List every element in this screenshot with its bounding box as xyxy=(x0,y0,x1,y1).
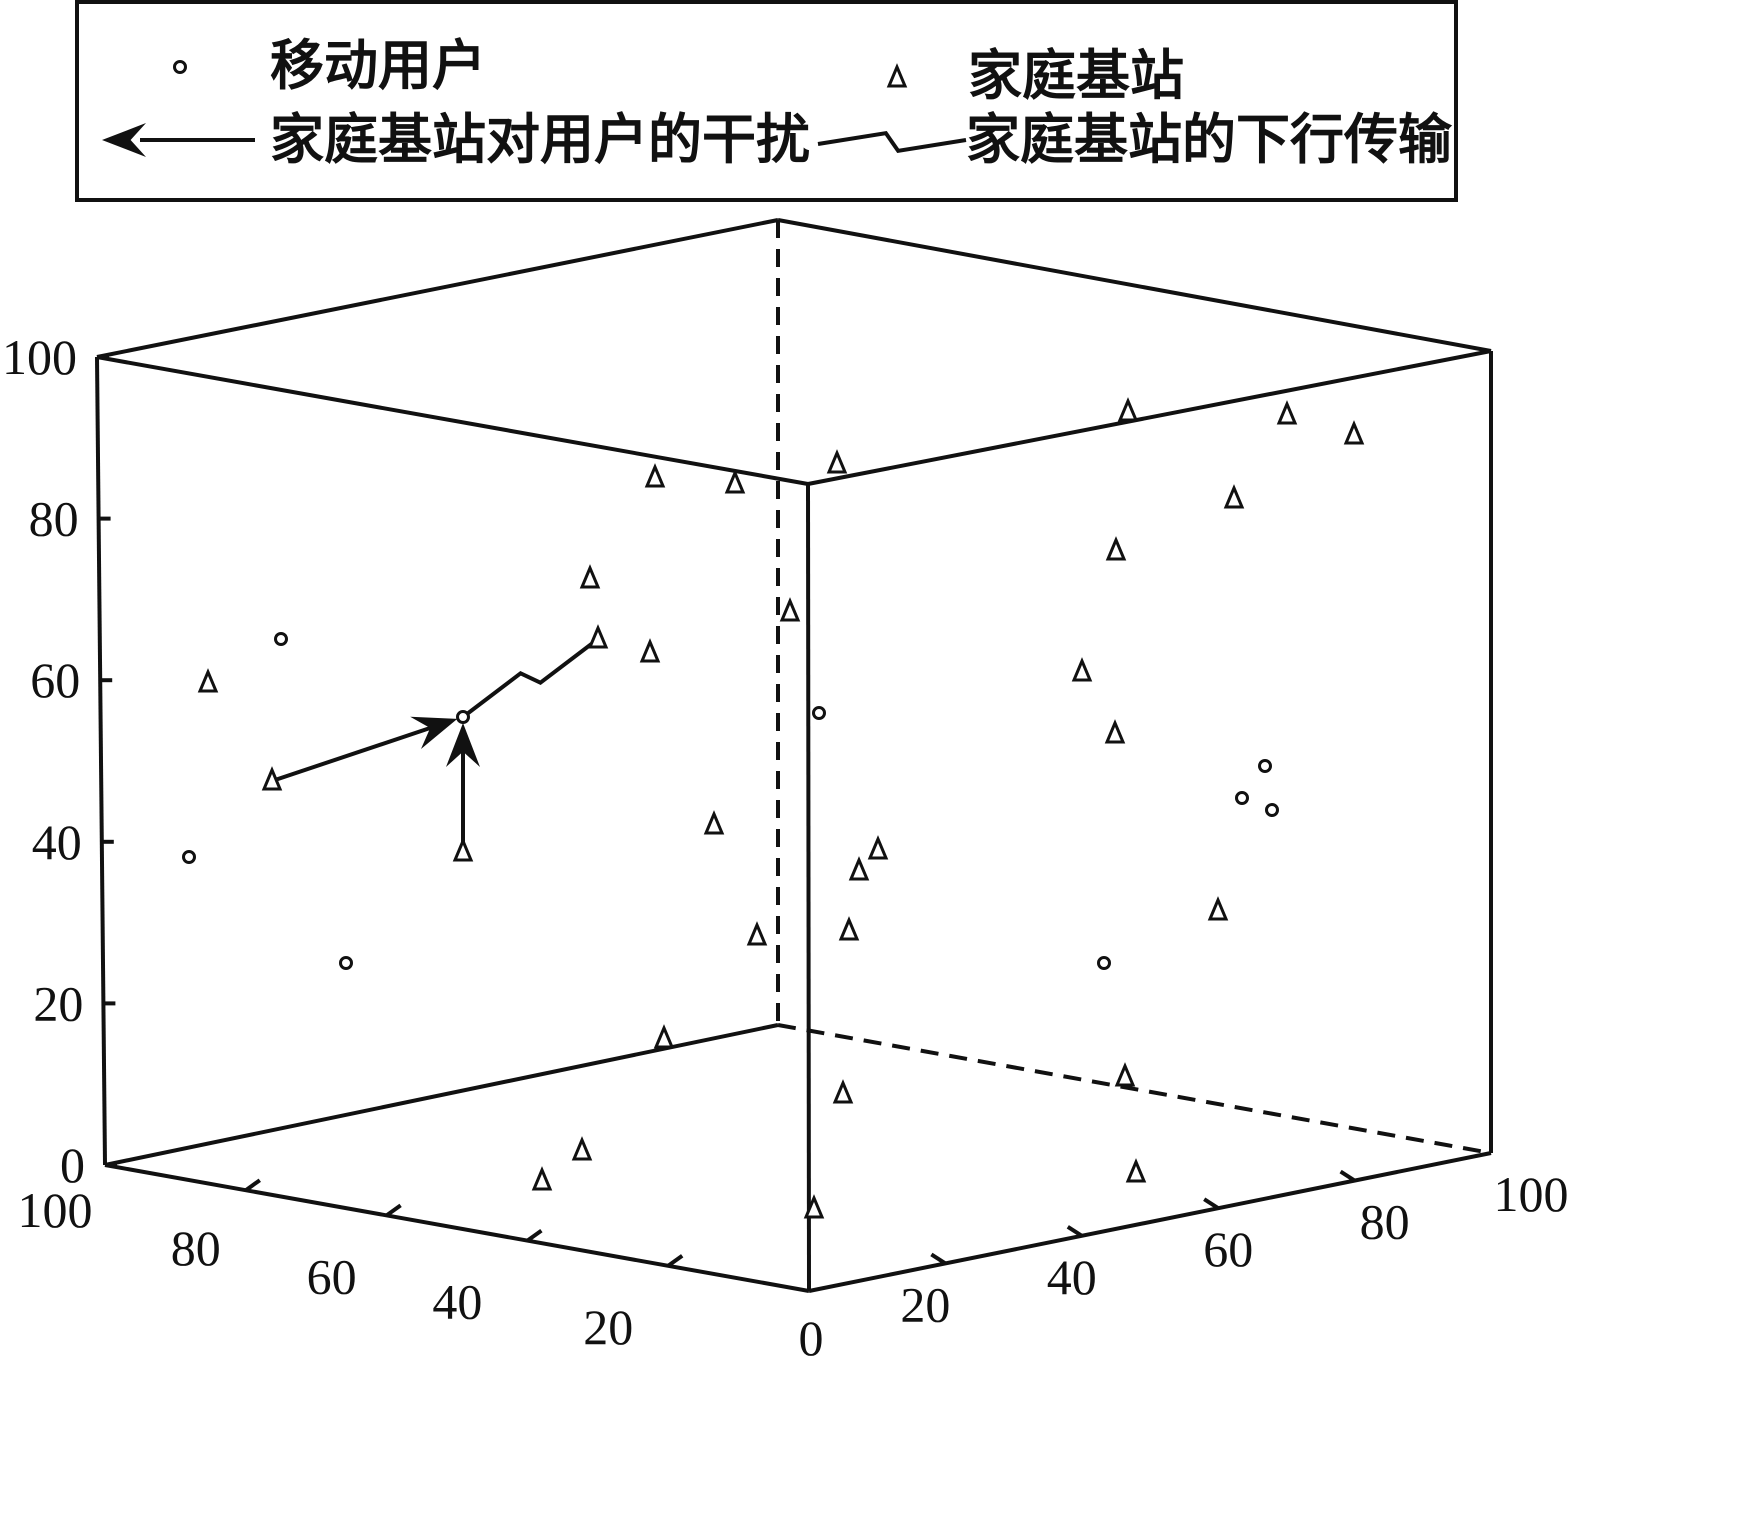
femto-base-station-point xyxy=(1071,657,1093,682)
right-axis-tick-label: 100 xyxy=(1494,1166,1569,1222)
z-tick-label: 60 xyxy=(30,652,80,708)
femto-base-station-point xyxy=(571,1136,593,1161)
cube-edge-bottom-front-right xyxy=(808,1151,1492,1293)
femto-base-station-point xyxy=(779,597,801,622)
femto-base-station-point xyxy=(867,835,889,860)
femto-base-station-point xyxy=(1105,536,1127,561)
interference-arrow-head xyxy=(446,723,480,767)
left-axis-tick-mark xyxy=(526,1228,543,1243)
mobile-user-point xyxy=(1258,759,1272,773)
z-tick-label: 0 xyxy=(60,1137,85,1193)
femto-base-station-point xyxy=(639,638,661,663)
femto-base-station-point xyxy=(1117,397,1139,422)
femto-base-station-point xyxy=(452,837,474,862)
cube-edge-hidden-bottom-right xyxy=(777,1023,1492,1155)
mobile-user-point xyxy=(1097,956,1111,970)
left-axis-tick-mark xyxy=(385,1203,402,1218)
left-axis-tick-label: 20 xyxy=(583,1299,633,1355)
legend-downlink-bolt xyxy=(817,130,967,154)
mobile-user-point xyxy=(182,850,196,864)
femto-base-station-point xyxy=(803,1194,825,1219)
legend-station-marker xyxy=(886,63,908,88)
mobile-user-point xyxy=(1265,803,1279,817)
femto-base-station-point xyxy=(832,1079,854,1104)
femto-base-station-point xyxy=(1223,484,1245,509)
mobile-user-point xyxy=(812,706,826,720)
femto-base-station-point xyxy=(703,810,725,835)
right-axis-tick-mark xyxy=(930,1252,947,1266)
femto-base-station-point xyxy=(848,856,870,881)
left-axis-tick-label: 40 xyxy=(432,1274,482,1330)
legend-mobile-user-marker xyxy=(173,60,187,74)
left-axis-tick-mark xyxy=(244,1178,261,1192)
right-axis-tick-label: 0 xyxy=(799,1310,824,1366)
left-axis-tick-label: 60 xyxy=(307,1248,357,1304)
legend-mobile-user-label: 移动用户 xyxy=(270,34,486,97)
left-axis-tick-label: 100 xyxy=(18,1182,93,1238)
legend-interference-arrowhead xyxy=(102,123,146,157)
mobile-user-point xyxy=(274,632,288,646)
interference-arrow-head xyxy=(410,716,458,750)
legend-interference-label: 家庭基站对用户的干扰 xyxy=(270,108,810,171)
cube-edge-top-back-right xyxy=(777,218,1492,353)
right-axis-tick-label: 20 xyxy=(900,1276,950,1332)
femto-base-station-point xyxy=(1276,400,1298,425)
cube-edge-top-front-left xyxy=(96,355,809,486)
legend-box xyxy=(75,0,1458,202)
femto-base-station-point xyxy=(1343,420,1365,445)
cube-edge-top-front-right xyxy=(807,349,1492,486)
femto-base-station-point xyxy=(724,469,746,494)
left-axis-tick-mark xyxy=(667,1254,684,1268)
cube-edge-bottom-front-left xyxy=(104,1163,810,1293)
cube-edge-vertical-front xyxy=(806,483,811,1292)
femto-base-station-point xyxy=(826,449,848,474)
downlink-transmission-bolt xyxy=(461,637,600,719)
femto-base-station-point xyxy=(644,463,666,488)
right-axis-tick-mark xyxy=(1339,1169,1356,1183)
femto-base-station-point xyxy=(1207,896,1229,921)
mobile-user-point xyxy=(1235,791,1249,805)
femto-base-station-point xyxy=(579,564,601,589)
left-axis-tick-label: 80 xyxy=(171,1220,221,1276)
right-axis-tick-label: 40 xyxy=(1047,1249,1097,1305)
z-tick-label: 40 xyxy=(32,814,82,870)
femto-base-station-point xyxy=(746,921,768,946)
right-axis-tick-label: 80 xyxy=(1360,1194,1410,1250)
femto-base-station-point xyxy=(838,916,860,941)
right-axis-tick-label: 60 xyxy=(1203,1221,1253,1277)
mobile-user-point xyxy=(339,956,353,970)
femto-base-station-point xyxy=(587,624,609,649)
z-tick-label: 80 xyxy=(29,491,79,547)
mobile-user-point xyxy=(456,710,470,724)
legend-downlink-label: 家庭基站的下行传输 xyxy=(966,108,1453,171)
femto-base-station-point xyxy=(261,766,283,791)
femto-base-station-point xyxy=(1104,719,1126,744)
cube-edge-top-back-left xyxy=(96,218,779,359)
femto-base-station-point xyxy=(653,1024,675,1049)
femto-base-station-point xyxy=(1125,1158,1147,1183)
legend-station-label: 家庭基站 xyxy=(968,44,1184,107)
right-axis-tick-mark xyxy=(1066,1225,1083,1238)
z-tick-label: 20 xyxy=(33,975,83,1031)
z-tick-label: 100 xyxy=(2,329,77,385)
right-axis-tick-mark xyxy=(1203,1197,1220,1210)
cube-edge-vertical-left xyxy=(95,356,107,1166)
femto-base-station-point xyxy=(1114,1062,1136,1087)
femto-base-station-point xyxy=(531,1166,553,1191)
interference-arrow-line xyxy=(271,724,436,783)
femto-base-station-point xyxy=(197,668,219,693)
cube-edge-bottom-back-left xyxy=(104,1023,779,1167)
